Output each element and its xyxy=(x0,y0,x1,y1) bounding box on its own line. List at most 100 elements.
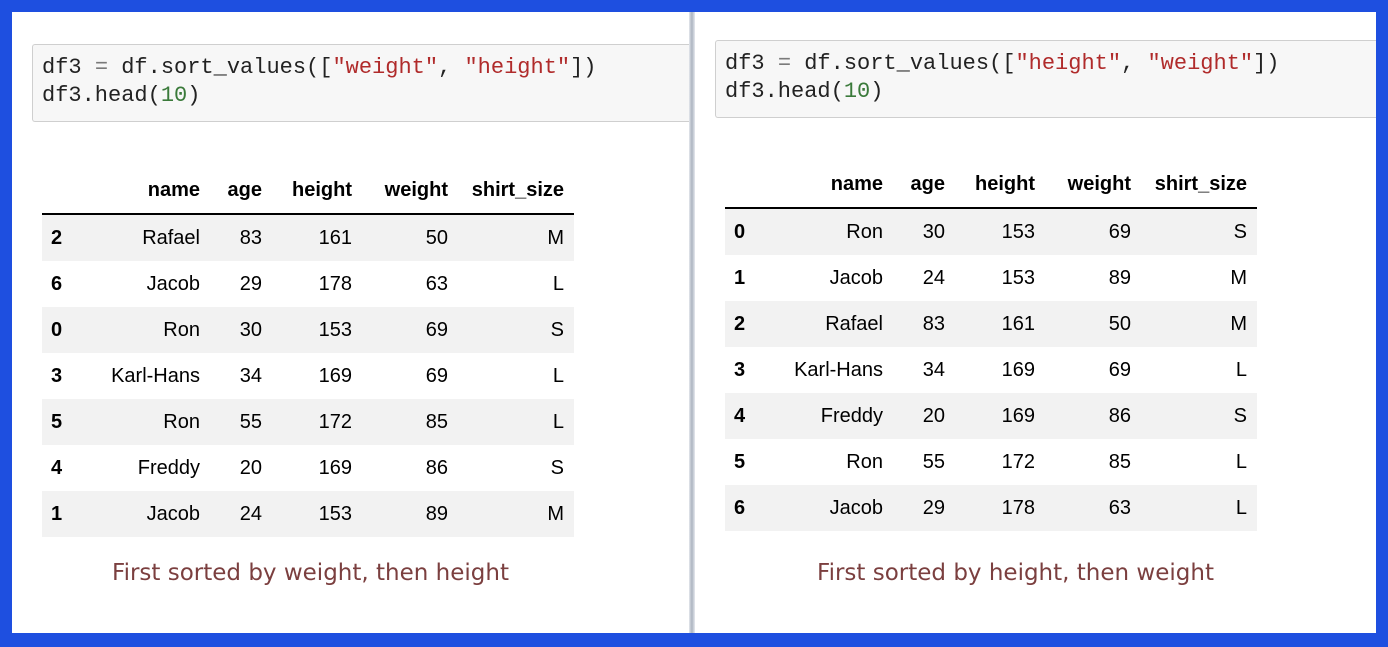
cell-weight: 85 xyxy=(425,410,448,433)
left-panel: df3 = df.sort_values(["weight", "height"… xyxy=(12,12,689,633)
column-header-index xyxy=(725,162,775,209)
cell-age: 55 xyxy=(239,410,262,433)
cell-shirt-size: L xyxy=(1235,496,1247,519)
cell-weight: 69 xyxy=(425,318,448,341)
cell-weight: 86 xyxy=(1108,404,1131,427)
cell-shirt-size: L xyxy=(552,410,564,433)
caption-right: First sorted by height, then weight xyxy=(817,560,1214,586)
cell-shirt-size: S xyxy=(550,318,564,341)
cell-height: 178 xyxy=(318,272,352,295)
column-header-name: name xyxy=(92,168,210,215)
cell-weight: 69 xyxy=(1108,220,1131,243)
cell-weight: 50 xyxy=(1108,312,1131,335)
cell-shirt-size: S xyxy=(550,456,564,479)
cell-height: 169 xyxy=(318,364,352,387)
column-header-weight: weight xyxy=(1045,162,1141,209)
cell-shirt-size: L xyxy=(552,364,564,387)
row-index: 6 xyxy=(734,496,746,519)
table-row: 5 Ron 55 172 85 L xyxy=(725,439,1257,485)
cell-weight: 89 xyxy=(1108,266,1131,289)
cell-name: Jacob xyxy=(146,272,200,295)
column-header-weight: weight xyxy=(362,168,458,215)
cell-shirt-size: S xyxy=(1233,404,1247,427)
cell-shirt-size: M xyxy=(547,502,564,525)
cell-shirt-size: L xyxy=(552,272,564,295)
cell-name: Ron xyxy=(163,410,200,433)
column-header-index xyxy=(42,168,92,215)
figure-frame: df3 = df.sort_values(["weight", "height"… xyxy=(12,12,1376,633)
row-index: 3 xyxy=(51,364,63,387)
code-line-2: df3.head(10) xyxy=(42,83,201,108)
table-row: 5 Ron 55 172 85 L xyxy=(42,399,574,445)
table-row: 3 Karl-Hans 34 169 69 L xyxy=(42,353,574,399)
cell-name: Freddy xyxy=(137,456,200,479)
cell-height: 153 xyxy=(318,502,352,525)
cell-age: 83 xyxy=(922,312,945,335)
cell-age: 29 xyxy=(922,496,945,519)
code-cell-left[interactable]: df3 = df.sort_values(["weight", "height"… xyxy=(32,44,689,122)
code-line-2: df3.head(10) xyxy=(725,79,884,104)
table-row: 1 Jacob 24 153 89 M xyxy=(42,491,574,537)
cell-height: 153 xyxy=(1001,220,1035,243)
cell-height: 153 xyxy=(318,318,352,341)
table-row: 1 Jacob 24 153 89 M xyxy=(725,255,1257,301)
cell-weight: 86 xyxy=(425,456,448,479)
cell-shirt-size: M xyxy=(1230,312,1247,335)
cell-height: 169 xyxy=(318,456,352,479)
cell-shirt-size: L xyxy=(1235,358,1247,381)
cell-height: 161 xyxy=(318,226,352,249)
row-index: 2 xyxy=(51,226,63,249)
table-row: 6 Jacob 29 178 63 L xyxy=(725,485,1257,531)
cell-height: 172 xyxy=(1001,450,1035,473)
cell-name: Jacob xyxy=(829,266,883,289)
cell-name: Freddy xyxy=(820,404,883,427)
table-row: 3 Karl-Hans 34 169 69 L xyxy=(725,347,1257,393)
cell-age: 30 xyxy=(239,318,262,341)
cell-weight: 50 xyxy=(425,226,448,249)
row-index: 3 xyxy=(734,358,746,381)
cell-name: Karl-Hans xyxy=(111,364,200,387)
cell-name: Ron xyxy=(846,220,883,243)
cell-weight: 85 xyxy=(1108,450,1131,473)
cell-shirt-size: M xyxy=(547,226,564,249)
row-index: 4 xyxy=(51,456,63,479)
cell-height: 169 xyxy=(1001,404,1035,427)
cell-shirt-size: L xyxy=(1235,450,1247,473)
panel-divider xyxy=(689,12,695,633)
cell-name: Jacob xyxy=(146,502,200,525)
code-line-1: df3 = df.sort_values(["weight", "height"… xyxy=(42,55,597,80)
code-cell-right[interactable]: df3 = df.sort_values(["height", "weight"… xyxy=(715,40,1376,118)
row-index: 4 xyxy=(734,404,746,427)
cell-name: Karl-Hans xyxy=(794,358,883,381)
cell-name: Jacob xyxy=(829,496,883,519)
row-index: 1 xyxy=(51,502,63,525)
row-index: 2 xyxy=(734,312,746,335)
cell-name: Rafael xyxy=(142,226,200,249)
cell-age: 34 xyxy=(922,358,945,381)
dataframe-table-right: name age height weight shirt_size 0 Ron … xyxy=(725,162,1257,531)
table-row: 6 Jacob 29 178 63 L xyxy=(42,261,574,307)
table-header-row: name age height weight shirt_size xyxy=(42,168,574,215)
cell-age: 55 xyxy=(922,450,945,473)
table-row: 4 Freddy 20 169 86 S xyxy=(42,445,574,491)
table-row: 4 Freddy 20 169 86 S xyxy=(725,393,1257,439)
cell-height: 172 xyxy=(318,410,352,433)
row-index: 1 xyxy=(734,266,746,289)
column-header-height: height xyxy=(272,168,362,215)
cell-height: 153 xyxy=(1001,266,1035,289)
column-header-name: name xyxy=(775,162,893,209)
table-header-row: name age height weight shirt_size xyxy=(725,162,1257,209)
cell-weight: 63 xyxy=(425,272,448,295)
cell-age: 29 xyxy=(239,272,262,295)
cell-age: 34 xyxy=(239,364,262,387)
column-header-age: age xyxy=(210,168,272,215)
row-index: 0 xyxy=(734,220,746,243)
table-row: 0 Ron 30 153 69 S xyxy=(725,208,1257,255)
cell-weight: 63 xyxy=(1108,496,1131,519)
column-header-age: age xyxy=(893,162,955,209)
row-index: 5 xyxy=(734,450,746,473)
cell-name: Rafael xyxy=(825,312,883,335)
cell-shirt-size: M xyxy=(1230,266,1247,289)
cell-name: Ron xyxy=(846,450,883,473)
row-index: 6 xyxy=(51,272,63,295)
